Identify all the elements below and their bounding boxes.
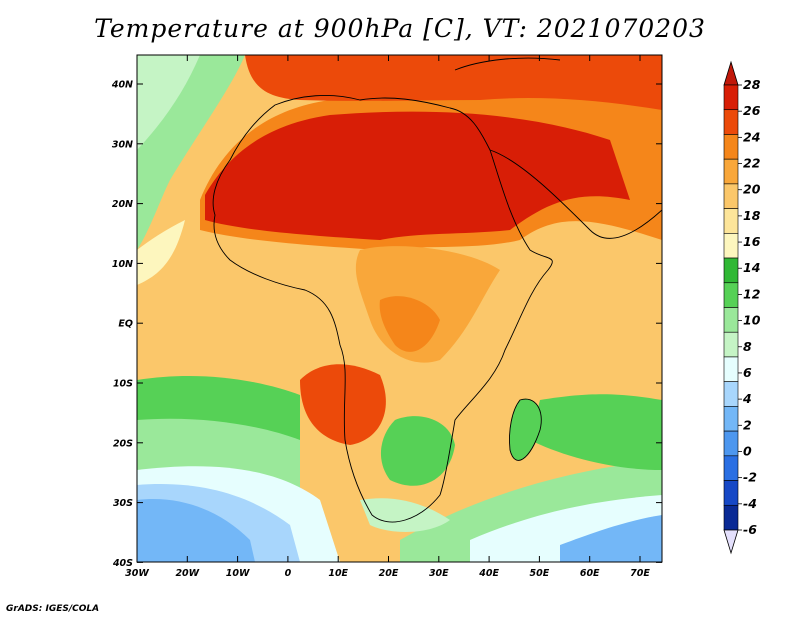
colorbar-segment (723, 134, 739, 160)
colorbar-label: -4 (743, 496, 757, 511)
colorbar-label: 28 (743, 77, 761, 92)
lon-tick-label: 20E (379, 568, 399, 579)
lat-tick-label: 20S (113, 438, 133, 449)
colorbar-label: 8 (743, 339, 752, 354)
lon-tick-label: 0 (285, 568, 292, 579)
colorbar-segment (723, 455, 739, 481)
colorbar-segment (723, 282, 739, 308)
colorbar-segment (723, 233, 739, 259)
lat-tick-label: 40S (112, 558, 133, 569)
lon-tick-label: 10E (328, 568, 348, 579)
lat-tick-label: 20N (112, 199, 133, 210)
colorbar-label: 10 (743, 313, 761, 328)
longitude-axis: 30W 20W 10W 0 10E 20E 30E 40E 50E 60E 70E (125, 55, 650, 579)
colorbar-label: 22 (743, 156, 760, 171)
colorbar-label: 18 (743, 208, 761, 223)
colorbar-bottom-triangle (723, 529, 739, 555)
lat-tick-label: 40N (111, 80, 133, 91)
colorbar-label: 12 (743, 286, 760, 301)
colorbar-segment (723, 257, 739, 284)
colorbar-label: 6 (743, 365, 752, 380)
latitude-axis: 40N 30N 20N 10N EQ 10S 20S 30S 40S (111, 80, 662, 569)
colorbar-segment (723, 109, 739, 135)
colorbar-segment (723, 504, 739, 531)
colorbar-segment (723, 84, 739, 111)
colorbar-segment (723, 430, 739, 457)
colorbar-label: 26 (743, 103, 761, 118)
colorbar-segment (723, 406, 739, 432)
grads-credit: GrADS: IGES/COLA (6, 604, 100, 614)
colorbar-label: 16 (743, 234, 761, 249)
colorbar-segment (723, 183, 739, 209)
coastlines (212, 57, 662, 523)
colorbar-label: -2 (743, 470, 757, 485)
colorbar-segment (723, 331, 739, 358)
colorbar-top-triangle (723, 60, 739, 86)
colorbar-segment (723, 208, 739, 234)
colorbar-label: 20 (743, 182, 761, 197)
colorbar-segment (723, 480, 739, 506)
lon-tick-label: 20W (175, 568, 199, 579)
colorbar-label: 14 (743, 260, 760, 275)
colorbar-label: 0 (743, 443, 752, 458)
colorbar-segment (723, 381, 739, 407)
lat-tick-label: EQ (118, 319, 133, 330)
lon-tick-label: 60E (580, 568, 600, 579)
colorbar-label: 24 (743, 129, 760, 144)
lon-tick-label: 30E (429, 568, 449, 579)
colorbar-segment (723, 307, 739, 333)
lon-tick-label: 50E (530, 568, 550, 579)
colorbar-segment (723, 356, 739, 382)
map-title: Temperature at 900hPa [C], VT: 202107020… (94, 14, 706, 43)
temperature-field (137, 55, 662, 562)
lon-tick-label: 10W (226, 568, 250, 579)
colorbar-segment (723, 158, 739, 185)
lat-tick-label: 10S (113, 379, 133, 390)
lat-tick-label: 30S (113, 498, 133, 509)
map-frame (136, 54, 663, 563)
colorbar-label: -6 (743, 522, 757, 537)
lon-tick-label: 40E (478, 568, 499, 579)
lat-tick-label: 30N (112, 139, 133, 150)
lon-tick-label: 70E (630, 568, 650, 579)
lon-tick-label: 30W (125, 568, 149, 579)
colorbar-label: 2 (743, 417, 752, 432)
lat-tick-label: 10N (112, 259, 133, 270)
colorbar-label: 4 (742, 391, 752, 406)
